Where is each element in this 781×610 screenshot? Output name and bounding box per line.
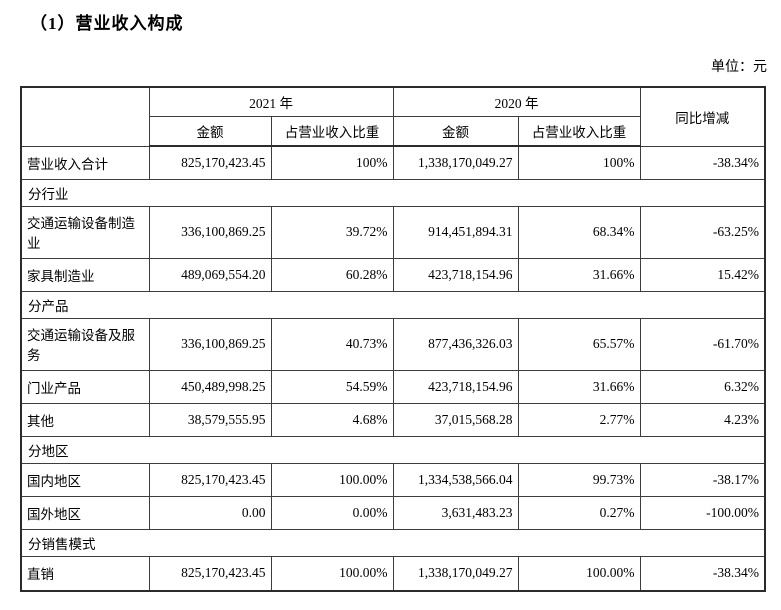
header-amount-2021: 金额 [148,115,272,147]
amount-2021-cell: 0.00 [148,495,272,530]
row-label: 其他 [20,402,150,437]
row-label: 国内地区 [20,462,150,497]
section-label: 分地区 [20,435,766,464]
share-2020-cell: 0.27% [517,495,641,530]
yoy-cell: -38.34% [639,145,766,180]
amount-2020-cell: 423,718,154.96 [392,257,519,292]
yoy-cell: -38.17% [639,462,766,497]
row-label: 门业产品 [20,369,150,404]
share-2020-cell: 2.77% [517,402,641,437]
table-row: 直销 825,170,423.45 100.00% 1,338,170,049.… [20,555,766,592]
share-2021-cell: 54.59% [270,369,394,404]
yoy-cell: -61.70% [639,317,766,371]
share-2021-cell: 0.00% [270,495,394,530]
amount-2021-cell: 825,170,423.45 [148,555,272,592]
section-label: 分行业 [20,178,766,207]
amount-2020-cell: 1,334,538,566.04 [392,462,519,497]
amount-2021-cell: 825,170,423.45 [148,145,272,180]
row-label: 交通运输设备制造业 [20,205,150,259]
amount-2021-cell: 336,100,869.25 [148,205,272,259]
share-2021-cell: 100.00% [270,462,394,497]
share-2020-cell: 65.57% [517,317,641,371]
yoy-cell: -38.34% [639,555,766,592]
table-row: 国内地区 825,170,423.45 100.00% 1,334,538,56… [20,462,766,497]
row-label: 家具制造业 [20,257,150,292]
share-2020-cell: 99.73% [517,462,641,497]
table-row-total: 营业收入合计 825,170,423.45 100% 1,338,170,049… [20,145,766,180]
share-2021-cell: 4.68% [270,402,394,437]
share-2020-cell: 100.00% [517,555,641,592]
header-share-2020: 占营业收入比重 [517,115,641,147]
header-row-subcolumns: 金额 占营业收入比重 金额 占营业收入比重 [21,115,765,147]
amount-2020-cell: 1,338,170,049.27 [392,145,519,180]
share-2020-cell: 31.66% [517,257,641,292]
share-2020-cell: 31.66% [517,369,641,404]
share-2020-cell: 100% [517,145,641,180]
row-label: 交通运输设备及服务 [20,317,150,371]
header-share-2021: 占营业收入比重 [270,115,394,147]
table-row: 家具制造业 489,069,554.20 60.28% 423,718,154.… [20,257,766,292]
section-label: 分销售模式 [20,528,766,557]
yoy-cell: -63.25% [639,205,766,259]
table-row: 交通运输设备制造业 336,100,869.25 39.72% 914,451,… [20,205,766,259]
page-title: （1）营业收入构成 [30,14,184,33]
yoy-cell: 4.23% [639,402,766,437]
amount-2020-cell: 877,436,326.03 [392,317,519,371]
share-2021-cell: 60.28% [270,257,394,292]
amount-2020-cell: 3,631,483.23 [392,495,519,530]
table-row: 国外地区 0.00 0.00% 3,631,483.23 0.27% -100.… [20,495,766,530]
header-year-2021: 2021 年 [148,86,394,117]
table-row: 交通运输设备及服务 336,100,869.25 40.73% 877,436,… [20,317,766,371]
amount-2021-cell: 489,069,554.20 [148,257,272,292]
section-row-sales-model: 分销售模式 [20,528,766,557]
yoy-cell: 6.32% [639,369,766,404]
yoy-cell: -100.00% [639,495,766,530]
amount-2021-cell: 825,170,423.45 [148,462,272,497]
amount-2020-cell: 914,451,894.31 [392,205,519,259]
amount-2021-cell: 336,100,869.25 [148,317,272,371]
table-row: 门业产品 450,489,998.25 54.59% 423,718,154.9… [20,369,766,404]
share-2021-cell: 100.00% [270,555,394,592]
section-label: 分产品 [20,290,766,319]
amount-2020-cell: 1,338,170,049.27 [392,555,519,592]
header-amount-2020: 金额 [392,115,519,147]
header-year-2020: 2020 年 [392,86,641,117]
unit-label: 单位：元 [711,60,767,75]
header-yoy: 同比增减 [639,86,766,147]
row-label: 营业收入合计 [20,145,150,180]
share-2021-cell: 100% [270,145,394,180]
row-label: 国外地区 [20,495,150,530]
amount-2020-cell: 423,718,154.96 [392,369,519,404]
revenue-composition-table: 2021 年 2020 年 同比增减 金额 占营业收入比重 金额 占营业收入比重… [20,86,766,592]
yoy-cell: 15.42% [639,257,766,292]
amount-2021-cell: 38,579,555.95 [148,402,272,437]
share-2021-cell: 39.72% [270,205,394,259]
section-row-industry: 分行业 [20,178,766,207]
amount-2021-cell: 450,489,998.25 [148,369,272,404]
header-row-years: 2021 年 2020 年 同比增减 [20,86,766,147]
header-corner-cell [20,86,150,147]
section-row-region: 分地区 [20,435,766,464]
share-2021-cell: 40.73% [270,317,394,371]
share-2020-cell: 68.34% [517,205,641,259]
row-label: 直销 [20,555,150,592]
table-row: 其他 38,579,555.95 4.68% 37,015,568.28 2.7… [20,402,766,437]
section-row-product: 分产品 [20,290,766,319]
amount-2020-cell: 37,015,568.28 [392,402,519,437]
